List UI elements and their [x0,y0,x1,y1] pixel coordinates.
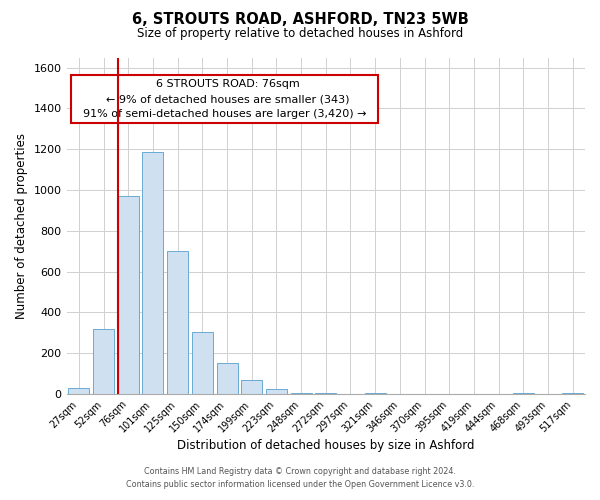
Bar [167,252,188,394]
Bar [241,380,262,394]
Bar [290,393,311,394]
Bar [266,389,287,394]
Text: 6, STROUTS ROAD, ASHFORD, TN23 5WB: 6, STROUTS ROAD, ASHFORD, TN23 5WB [131,12,469,28]
Bar [142,152,163,394]
Text: 6 STROUTS ROAD: 76sqm
  ← 9% of detached houses are smaller (343)
  91% of semi-: 6 STROUTS ROAD: 76sqm ← 9% of detached h… [76,80,373,119]
Bar [315,393,336,394]
Bar [192,332,213,394]
Text: Contains HM Land Registry data © Crown copyright and database right 2024.
Contai: Contains HM Land Registry data © Crown c… [126,468,474,489]
Bar [217,364,238,394]
Bar [93,329,114,394]
Bar [68,388,89,394]
Bar [365,393,386,394]
Bar [562,393,583,394]
Y-axis label: Number of detached properties: Number of detached properties [15,133,28,319]
Bar [118,196,139,394]
X-axis label: Distribution of detached houses by size in Ashford: Distribution of detached houses by size … [177,440,475,452]
Text: Size of property relative to detached houses in Ashford: Size of property relative to detached ho… [137,28,463,40]
Bar [513,393,534,394]
